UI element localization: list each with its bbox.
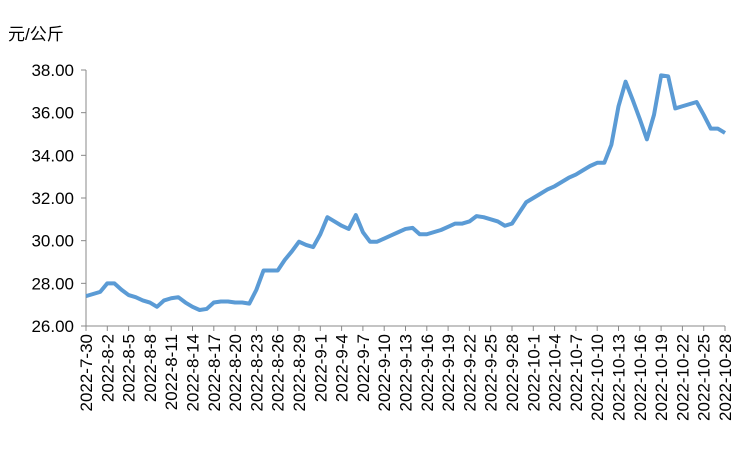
x-tick-label: 2022-10-1 [524, 334, 543, 412]
x-tick-label: 2022-8-23 [247, 334, 266, 412]
x-tick-label: 2022-7-30 [77, 334, 96, 412]
x-tick-label: 2022-8-26 [269, 334, 288, 412]
y-tick-label: 36.00 [31, 104, 74, 123]
x-tick-label: 2022-8-14 [184, 334, 203, 412]
x-tick-label: 2022-9-1 [311, 334, 330, 402]
x-tick-label: 2022-10-4 [546, 334, 565, 412]
x-tick-label: 2022-10-13 [610, 334, 629, 421]
x-tick-label: 2022-9-28 [503, 334, 522, 412]
x-tick-label: 2022-9-22 [460, 334, 479, 412]
y-tick-label: 30.00 [31, 232, 74, 251]
y-tick-label: 38.00 [31, 61, 74, 80]
x-tick-label: 2022-8-5 [120, 334, 139, 402]
x-tick-label: 2022-8-8 [141, 334, 160, 402]
x-tick-label: 2022-10-28 [716, 334, 735, 421]
x-tick-label: 2022-10-7 [567, 334, 586, 412]
x-tick-label: 2022-8-17 [205, 334, 224, 412]
x-tick-label: 2022-8-11 [162, 334, 181, 410]
x-tick-label: 2022-10-19 [652, 334, 671, 421]
line-series [85, 73, 727, 312]
y-tick-label: 26.00 [31, 317, 74, 336]
x-tick-label: 2022-10-25 [695, 334, 714, 421]
y-tick-label: 34.00 [31, 146, 74, 165]
x-tick-label: 2022-9-19 [439, 334, 458, 412]
x-tick-label: 2022-9-16 [418, 334, 437, 412]
x-tick-label: 2022-8-29 [290, 334, 309, 412]
x-tick-label: 2022-9-10 [375, 334, 394, 412]
x-tick-label: 2022-9-25 [482, 334, 501, 412]
x-tick-label: 2022-10-22 [673, 334, 692, 421]
x-tick-label: 2022-9-13 [397, 334, 416, 412]
y-tick-label: 28.00 [31, 274, 74, 293]
y-tick-label: 32.00 [31, 189, 74, 208]
y-axis-label: 元/公斤 [8, 25, 64, 44]
x-tick-label: 2022-9-4 [333, 334, 352, 402]
x-tick-label: 2022-9-7 [354, 334, 373, 402]
x-tick-label: 2022-8-2 [98, 334, 117, 402]
x-tick-label: 2022-10-10 [588, 334, 607, 421]
x-tick-label: 2022-8-20 [226, 334, 245, 412]
x-tick-label: 2022-10-16 [631, 334, 650, 421]
